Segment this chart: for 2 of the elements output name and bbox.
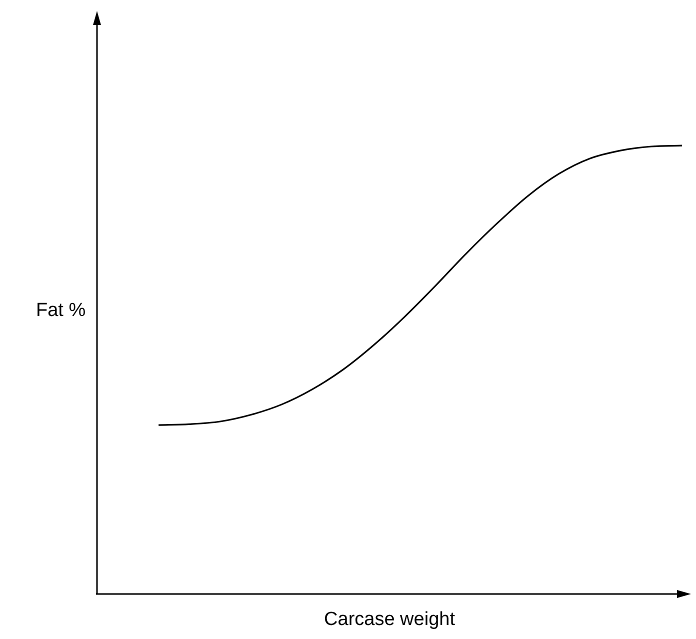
x-axis-title: Carcase weight bbox=[324, 608, 456, 630]
y-axis-title: Fat % bbox=[36, 300, 86, 322]
